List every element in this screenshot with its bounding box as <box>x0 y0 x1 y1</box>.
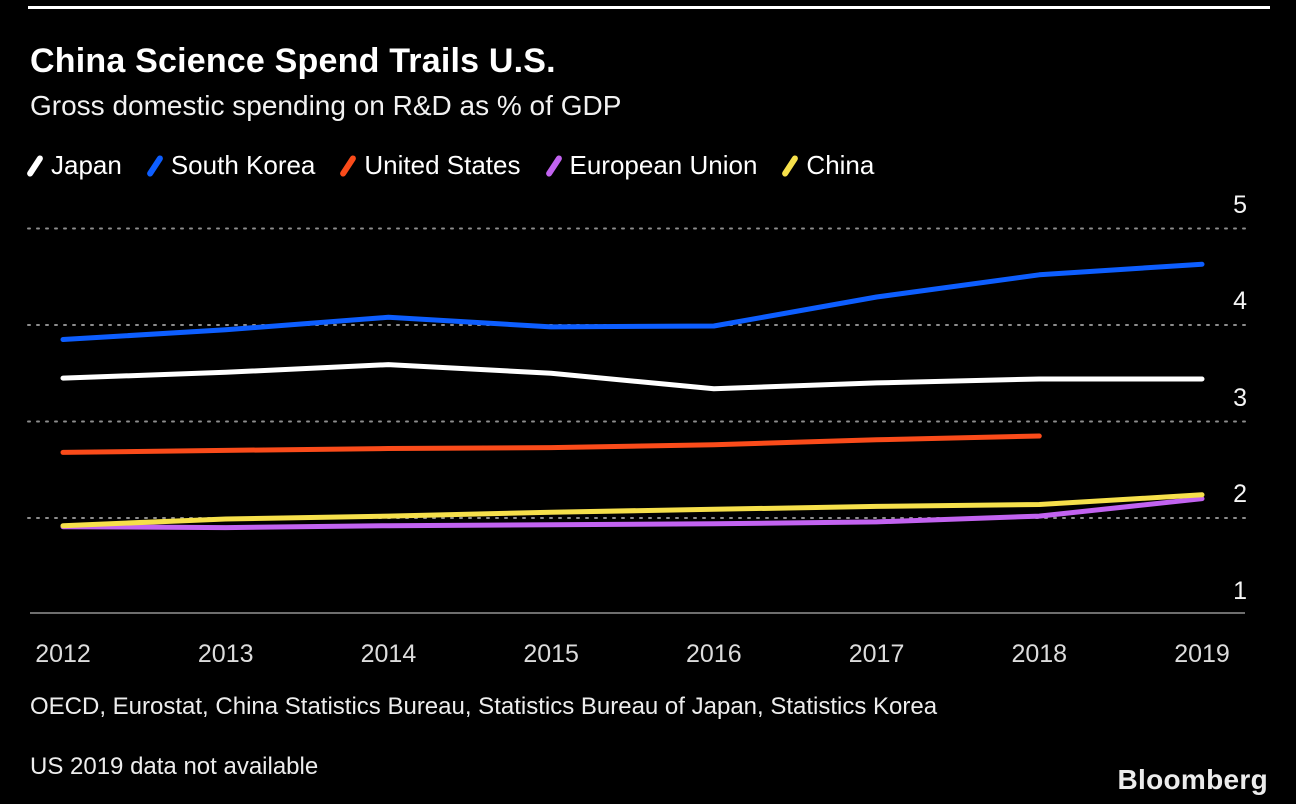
x-axis-label-2013: 2013 <box>197 640 254 668</box>
x-axis-label-2017: 2017 <box>848 640 905 668</box>
chart-legend: Japan South Korea United States European Un… <box>25 150 875 181</box>
x-axis-label-2014: 2014 <box>360 640 417 668</box>
series-line-european-union <box>60 496 1205 531</box>
legend-label: Japan <box>51 150 122 180</box>
bloomberg-logo: Bloomberg <box>1117 764 1268 795</box>
x-axis-label-2015: 2015 <box>523 640 579 668</box>
legend-item-united-states: United States <box>339 150 521 181</box>
x-axis-label-2019: 2019 <box>1174 640 1230 668</box>
legend-label: China <box>806 150 875 180</box>
series-line-japan <box>60 362 1205 392</box>
legend-label: South Korea <box>170 150 316 180</box>
series-line-china <box>60 492 1205 529</box>
y-axis-label-4: 4 <box>1233 287 1247 315</box>
series-line-united-states <box>60 433 1042 455</box>
x-axis-label-2012: 2012 <box>35 640 91 668</box>
legend-label: United States <box>364 150 521 180</box>
legend-item-japan: Japan <box>25 150 122 181</box>
legend-item-china: China <box>781 150 875 181</box>
x-axis-label-2016: 2016 <box>686 640 742 668</box>
y-axis-label-2: 2 <box>1233 480 1247 508</box>
x-axis-label-2018: 2018 <box>1011 640 1068 668</box>
y-axis-label-3: 3 <box>1233 383 1247 412</box>
footnote-text: US 2019 data not available <box>30 753 319 780</box>
y-axis-label-5: 5 <box>1233 190 1247 219</box>
top-rule <box>28 6 1270 9</box>
chart-title: China Science Spend Trails U.S. <box>30 42 556 80</box>
legend-item-south-korea: South Korea <box>145 150 316 181</box>
y-axis-label-1: 1 <box>1233 576 1247 605</box>
source-text: OECD, Eurostat, China Statistics Bureau,… <box>30 693 938 720</box>
legend-label: European Union <box>569 150 758 180</box>
chart-subtitle: Gross domestic spending on R&D as % of G… <box>30 90 622 121</box>
series-line-south-korea <box>60 261 1205 342</box>
legend-item-european-union: European Union <box>544 150 758 181</box>
